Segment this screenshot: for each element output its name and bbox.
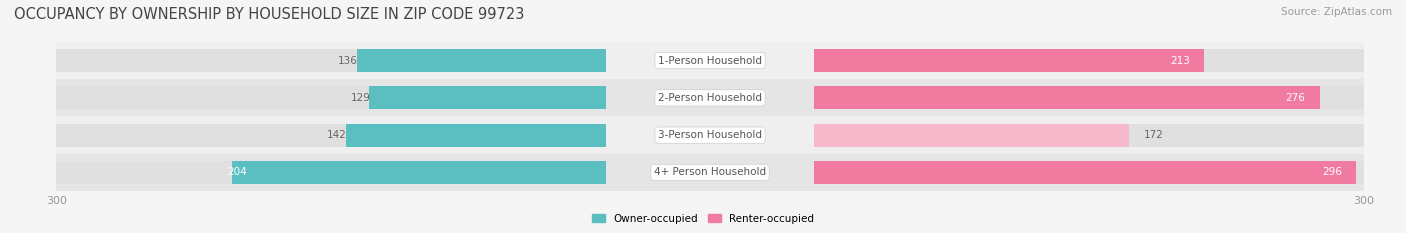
Text: Source: ZipAtlas.com: Source: ZipAtlas.com	[1281, 7, 1392, 17]
Bar	[814, 49, 1364, 72]
Bar	[56, 123, 606, 147]
Bar	[606, 154, 814, 191]
Bar	[357, 49, 606, 72]
Text: 2-Person Household: 2-Person Household	[658, 93, 762, 103]
Bar	[606, 116, 814, 154]
Bar	[814, 123, 1129, 147]
Bar	[814, 49, 1205, 72]
Bar	[56, 49, 606, 72]
Bar	[346, 123, 606, 147]
Bar	[606, 42, 814, 79]
Text: 296: 296	[1322, 168, 1341, 177]
Text: 172: 172	[1144, 130, 1164, 140]
Text: 136: 136	[339, 56, 359, 65]
Bar	[56, 116, 606, 154]
Bar	[370, 86, 606, 110]
Text: 142: 142	[328, 130, 347, 140]
Text: 3-Person Household: 3-Person Household	[658, 130, 762, 140]
Text: 129: 129	[352, 93, 371, 103]
Bar	[814, 79, 1364, 116]
Bar	[814, 116, 1364, 154]
Text: 213: 213	[1170, 56, 1189, 65]
Bar	[56, 161, 606, 184]
Bar	[814, 161, 1357, 184]
Bar	[56, 154, 606, 191]
Bar	[232, 161, 606, 184]
Bar	[814, 86, 1364, 110]
Bar	[56, 86, 606, 110]
Bar	[606, 79, 814, 116]
Bar	[814, 86, 1320, 110]
Bar	[814, 123, 1364, 147]
Bar	[814, 42, 1364, 79]
Text: 276: 276	[1285, 93, 1305, 103]
Text: 204: 204	[226, 168, 246, 177]
Text: 4+ Person Household: 4+ Person Household	[654, 168, 766, 177]
Bar	[814, 161, 1364, 184]
Text: OCCUPANCY BY OWNERSHIP BY HOUSEHOLD SIZE IN ZIP CODE 99723: OCCUPANCY BY OWNERSHIP BY HOUSEHOLD SIZE…	[14, 7, 524, 22]
Bar	[56, 42, 606, 79]
Bar	[814, 154, 1364, 191]
Text: 1-Person Household: 1-Person Household	[658, 56, 762, 65]
Bar	[56, 79, 606, 116]
Legend: Owner-occupied, Renter-occupied: Owner-occupied, Renter-occupied	[588, 209, 818, 228]
